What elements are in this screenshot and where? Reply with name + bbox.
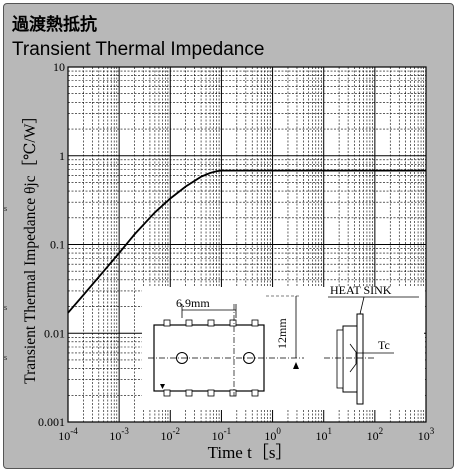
heat-sink-plate [356,313,364,405]
x-axis-label: Time t［s］ [208,443,293,462]
pin-bottom [163,389,171,397]
x-tick-label: 10-1 [212,426,232,443]
x-tick-labels: 10-4 10-3 10-2 10-1 100 101 102 103 [58,426,435,443]
y-tick-label: 0.1 [50,238,65,252]
x-tick-label: 10-3 [109,426,129,443]
mounting-hole-right [243,352,255,364]
width-dimension-label: 6.9mm [176,296,210,310]
x-tick-label: 10-4 [58,426,78,443]
chart-title-english: Transient Thermal Impedance [12,39,265,60]
y-tick-labels: 10 1 0.1 0.01 0.001 [38,60,65,429]
pin-top [185,319,193,327]
edge-mark-2: s [4,303,8,312]
package-side-leads [336,329,344,389]
height-arrow [293,362,299,369]
chart-title-japanese: 過渡熱抵抗 [12,15,97,35]
chart-card: 過渡熱抵抗 Transient Thermal Impedance 10 1 0.1… [3,3,454,469]
x-tick-label: 101 [315,426,332,443]
y-tick-label: 0.001 [38,415,65,429]
edge-mark-1: s [4,204,8,213]
pin-bottom [251,389,259,397]
pin-bottom [229,389,237,397]
series-line-thermal-impedance [67,169,426,314]
package-side-body [342,325,358,393]
height-dimension-label: 12mm [275,318,289,349]
y-tick-label: 1 [59,149,65,163]
tc-label: Tc [378,338,390,352]
mounting-hole-left [176,352,188,364]
heat-sink-label: HEAT SINK [330,283,392,297]
x-tick-label: 102 [367,426,384,443]
package-inset: 6.9mm 12mm HEAT SINK Tc [142,283,424,410]
edge-mark-3: s [4,353,8,362]
package-pins [163,319,259,397]
pin-bottom [207,389,215,397]
x-tick-label: 100 [264,426,281,443]
pin-top [251,319,259,327]
pin-bottom [185,389,193,397]
tc-contact [349,343,357,373]
x-tick-label: 103 [418,426,435,443]
pin-top [207,319,215,327]
pin-top [229,319,237,327]
pin-top [163,319,171,327]
pin1-marker [160,384,165,389]
heat-sink-pointer [359,296,365,315]
y-axis-label: Transient Thermal Impedance θjc［℃/W］ [21,108,39,384]
y-tick-label: 10 [53,60,65,74]
x-tick-label: 10-2 [161,426,181,443]
y-tick-label: 0.01 [44,326,65,340]
